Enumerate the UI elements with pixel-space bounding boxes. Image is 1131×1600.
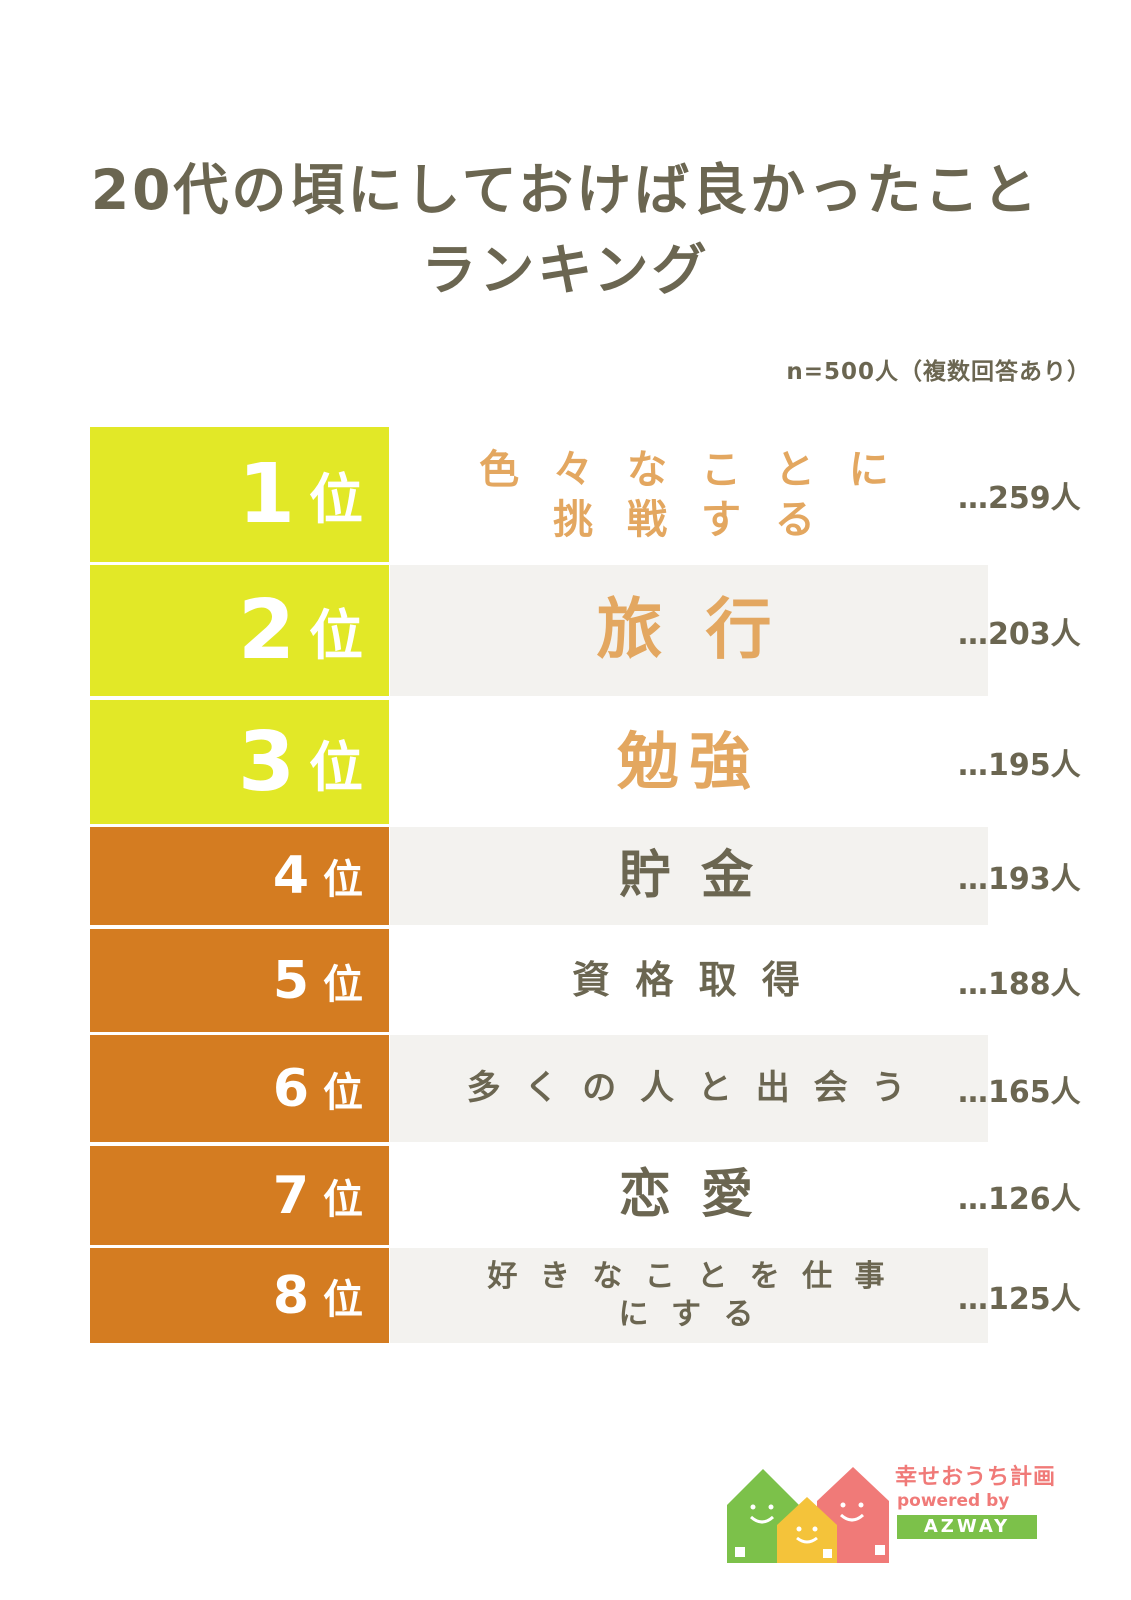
rank-number: 5 <box>272 950 309 1011</box>
rank-item-label: 恋 愛 <box>390 1146 988 1245</box>
logo-powered-by: powered by <box>897 1491 1010 1511</box>
rank-item-line: に す る <box>618 1296 760 1332</box>
rank-suffix: 位 <box>323 1176 363 1223</box>
rank-item-line: 資 格 取 得 <box>572 957 806 1002</box>
rank-number: 3 <box>237 714 295 810</box>
rank-row: 3 位 勉強 …195人 <box>90 700 1100 824</box>
rank-count: …195人 <box>958 748 1081 783</box>
rank-number: 7 <box>272 1165 309 1226</box>
houses-logo-icon <box>727 1467 889 1563</box>
rank-item-label: 色 々 な こ と に挑 戦 す る <box>390 427 988 562</box>
rank-item-label: 好 き な こ と を 仕 事に す る <box>390 1248 988 1343</box>
page-title: 20代の頃にしておけば良かったこと ランキング <box>0 150 1131 310</box>
rank-item-line: 勉強 <box>616 725 761 799</box>
rank-item-line: 多 く の 人 と 出 会 う <box>466 1068 912 1109</box>
logo-brand-badge: AZWAY <box>897 1515 1037 1539</box>
rank-suffix: 位 <box>309 604 363 667</box>
rank-number: 2 <box>237 583 295 678</box>
rank-count: …165人 <box>958 1074 1081 1110</box>
rank-item-line: 貯 金 <box>618 845 760 906</box>
rank-suffix: 位 <box>323 961 363 1008</box>
rank-item-line: 好 き な こ と を 仕 事 <box>487 1259 891 1294</box>
rank-suffix: 位 <box>309 468 363 531</box>
rank-suffix: 位 <box>323 857 363 903</box>
rank-item-label: 貯 金 <box>390 827 988 925</box>
rank-count: …203人 <box>958 616 1081 652</box>
rank-number: 8 <box>272 1265 309 1326</box>
title-line-2: ランキング <box>421 238 710 302</box>
rank-item-line: 恋 愛 <box>618 1165 760 1225</box>
rank-suffix: 位 <box>309 735 363 799</box>
rank-suffix: 位 <box>323 1069 363 1116</box>
rank-item-line: 旅 行 <box>596 591 782 669</box>
rank-number: 4 <box>272 846 309 906</box>
rank-number: 1 <box>237 447 295 542</box>
rank-count: …125人 <box>958 1281 1081 1317</box>
title-line-1: 20代の頃にしておけば良かったこと <box>90 158 1041 222</box>
rank-item-label: 資 格 取 得 <box>390 929 988 1032</box>
rank-item-line: 色 々 な こ と に <box>479 446 899 493</box>
rank-count: …188人 <box>958 966 1081 1002</box>
rank-item-label: 勉強 <box>390 700 988 824</box>
sample-size-note: n=500人（複数回答あり） <box>786 359 1091 385</box>
rank-item-line: 挑 戦 す る <box>553 496 825 543</box>
rank-suffix: 位 <box>323 1276 363 1323</box>
rank-count: …126人 <box>958 1181 1081 1217</box>
rank-item-label: 多 く の 人 と 出 会 う <box>390 1035 988 1142</box>
brand-logo: 幸せおうち計画 powered by AZWAY <box>725 1455 1095 1565</box>
rank-count: …259人 <box>958 480 1081 516</box>
rank-number: 6 <box>272 1058 309 1119</box>
rank-count: …193人 <box>958 862 1081 897</box>
logo-name: 幸せおうち計画 <box>895 1465 1057 1490</box>
rank-item-label: 旅 行 <box>390 565 988 696</box>
